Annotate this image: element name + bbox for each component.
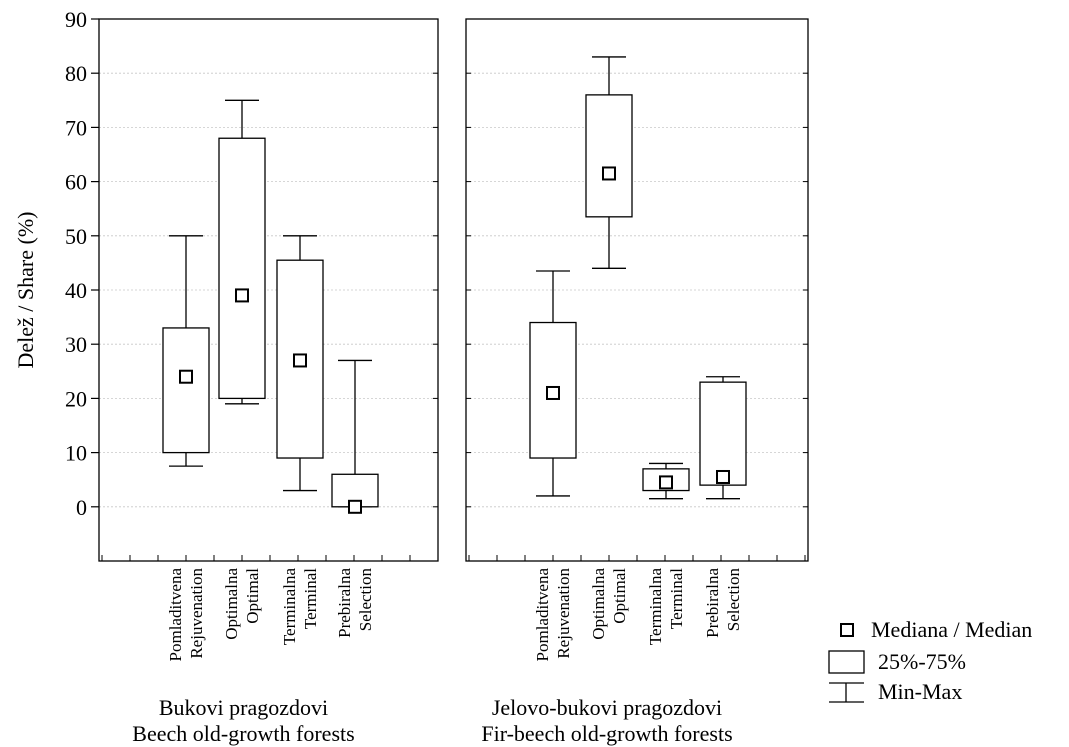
legend-median-label: Mediana / Median	[871, 617, 1032, 642]
y-tick-label: 50	[65, 224, 87, 249]
panel-title-local: Bukovi pragozdovi	[159, 695, 328, 720]
y-tick-label: 40	[65, 278, 87, 303]
median-marker	[716, 469, 730, 484]
box-iqr	[699, 381, 747, 486]
median-marker	[546, 385, 560, 400]
legend-median-symbol	[840, 623, 854, 637]
category-label-english: Selection	[356, 568, 375, 632]
y-tick-label: 20	[65, 386, 87, 411]
legend-whisker-label: Min-Max	[878, 679, 962, 704]
y-tick-label: 80	[65, 61, 87, 86]
category-label-local: Prebiralna	[335, 568, 354, 638]
y-tick-label: 0	[76, 495, 87, 520]
median-marker	[348, 499, 362, 514]
category-label-english: Selection	[724, 568, 743, 632]
category-label-local: Pomladitvena	[533, 568, 552, 662]
box-rejuvenation	[529, 270, 577, 497]
panel-2: Pomladitvena Rejuvenation Optimalna Optimal…	[465, 18, 809, 746]
y-tick-label: 30	[65, 332, 87, 357]
y-tick-label: 10	[65, 441, 87, 466]
category-label-local: Optimalna	[589, 568, 608, 640]
y-axis-label: Delež / Share (%)	[13, 212, 38, 369]
median-marker	[179, 369, 193, 384]
legend: Mediana / Median 25%-75% Min-Max	[828, 617, 1032, 704]
box-iqr	[218, 137, 266, 400]
median-marker	[659, 475, 673, 490]
category-label-english: Rejuvenation	[187, 568, 206, 659]
box-optimal	[218, 99, 266, 405]
category-label-english: Rejuvenation	[554, 568, 573, 659]
legend-box-symbol	[828, 650, 865, 674]
category-label-local: Pomladitvena	[166, 568, 185, 662]
box-selection	[331, 359, 379, 514]
legend-box-label: 25%-75%	[878, 649, 966, 674]
category-label-local: Terminalna	[280, 568, 299, 646]
median-marker	[235, 288, 249, 303]
panel-title-english: Fir-beech old-growth forests	[481, 721, 732, 746]
plot-frame	[465, 18, 809, 562]
category-label-english: Terminal	[667, 568, 686, 629]
box-terminal	[642, 462, 690, 500]
category-label-local: Prebiralna	[703, 568, 722, 638]
panel-1: Pomladitvena Rejuvenation Optimalna Optimal…	[98, 18, 439, 746]
panel-title-local: Jelovo-bukovi pragozdovi	[492, 695, 722, 720]
category-label-local: Optimalna	[222, 568, 241, 640]
box-iqr	[162, 327, 210, 454]
median-marker	[602, 166, 616, 181]
panel-title-english: Beech old-growth forests	[132, 721, 354, 746]
category-label-local: Terminalna	[646, 568, 665, 646]
box-iqr	[585, 94, 633, 218]
category-label-english: Terminal	[301, 568, 320, 629]
y-tick-label: 90	[65, 7, 87, 32]
category-label-english: Optimal	[610, 568, 629, 624]
box-terminal	[276, 235, 324, 492]
y-tick-label: 60	[65, 170, 87, 195]
y-tick-label: 70	[65, 115, 87, 140]
median-marker	[293, 353, 307, 368]
category-label-english: Optimal	[243, 568, 262, 624]
box-rejuvenation	[162, 235, 210, 467]
box-selection	[699, 376, 747, 500]
box-optimal	[585, 56, 633, 269]
